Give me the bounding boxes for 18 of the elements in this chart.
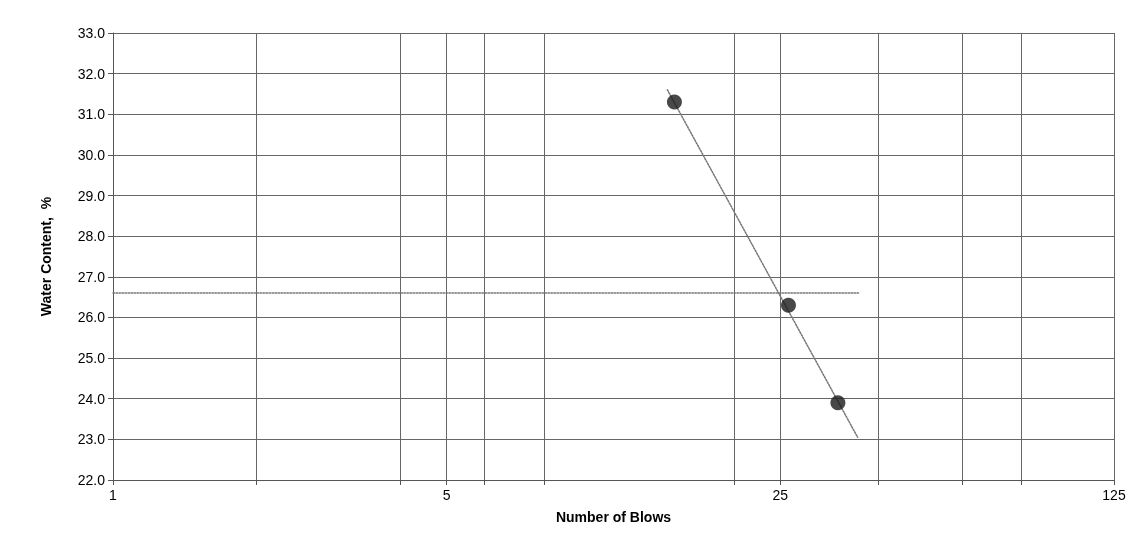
x-tick-label: 5: [442, 487, 451, 503]
y-tick-label: 33.0: [77, 25, 106, 41]
y-tick-label: 22.0: [77, 472, 106, 488]
y-tick-label: 32.0: [77, 65, 106, 82]
y-tick-label: 27.0: [77, 268, 106, 285]
y-tick-label: 26.0: [77, 309, 106, 326]
y-axis-title: Water Content, %: [38, 196, 54, 317]
y-tick-label: 23.0: [77, 431, 106, 448]
x-tick-label: 1: [109, 487, 118, 503]
y-tick-label: 25.0: [77, 350, 106, 367]
x-tick-label: 25: [772, 487, 789, 503]
y-tick-label: 29.0: [77, 187, 106, 204]
x-axis-title: Number of Blows: [555, 509, 672, 525]
y-tick-label: 30.0: [77, 146, 106, 163]
y-tick-label: 24.0: [77, 390, 106, 407]
x-tick-label: 125: [1102, 487, 1126, 503]
y-tick-label: 28.0: [77, 228, 106, 245]
y-tick-label: 31.0: [77, 106, 106, 123]
